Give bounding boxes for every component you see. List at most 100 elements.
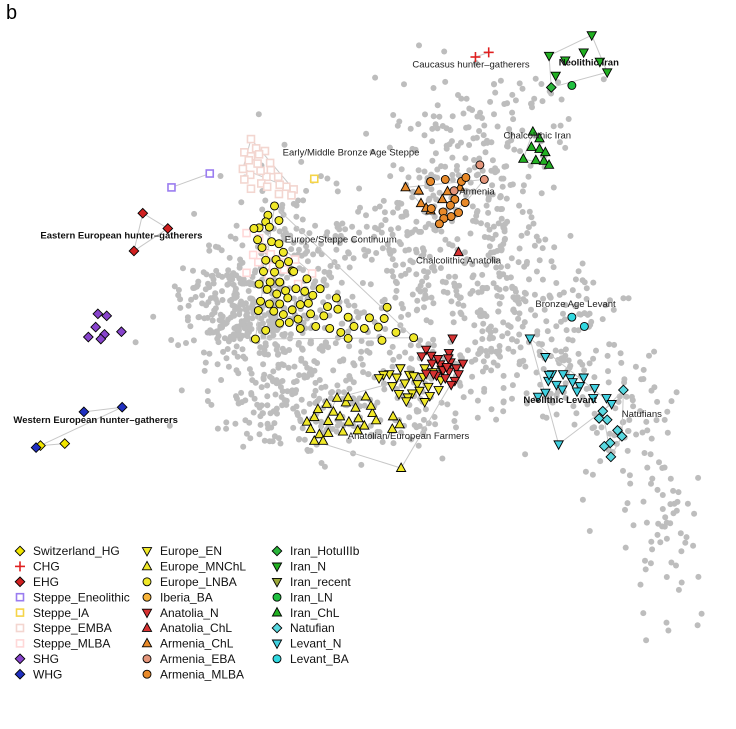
legend-item-europe-en: Europe_EN bbox=[141, 544, 222, 558]
point-steppe-eneolithic bbox=[205, 169, 215, 178]
hull-line-iran-n bbox=[551, 71, 608, 88]
point-europe-en bbox=[373, 374, 385, 385]
background-sample-dot bbox=[411, 422, 418, 429]
background-sample-dot bbox=[425, 220, 432, 227]
point-switzerland-hg bbox=[59, 438, 71, 450]
legend-label: WHG bbox=[33, 667, 62, 681]
background-sample-dot bbox=[486, 226, 493, 233]
point-europe-lnba bbox=[253, 306, 263, 315]
background-sample-dot bbox=[499, 333, 506, 340]
background-sample-dot bbox=[659, 492, 666, 498]
background-sample-dot bbox=[393, 280, 400, 287]
background-sample-dot bbox=[298, 357, 305, 364]
background-sample-dot bbox=[259, 410, 266, 417]
legend-item-steppe-emba: Steppe_EMBA bbox=[15, 621, 112, 635]
point-europe-lnba bbox=[311, 321, 321, 331]
background-sample-dot bbox=[602, 302, 609, 309]
background-sample-dot bbox=[507, 131, 514, 138]
point-europe-en bbox=[411, 380, 423, 390]
background-sample-dot bbox=[318, 384, 325, 391]
point-europe-lnba bbox=[303, 298, 313, 308]
background-sample-dot bbox=[526, 208, 533, 215]
point-steppe-emba bbox=[253, 159, 262, 168]
background-sample-dot bbox=[510, 306, 517, 313]
background-sample-dot bbox=[626, 417, 633, 423]
legend-swatch-europe-en bbox=[141, 547, 153, 557]
background-sample-dot bbox=[521, 319, 528, 326]
background-sample-dot bbox=[215, 339, 222, 346]
background-sample-dot bbox=[509, 336, 516, 343]
series-levant-n bbox=[524, 334, 617, 451]
point-europe-lnba bbox=[373, 322, 383, 332]
background-sample-dot bbox=[248, 390, 255, 396]
background-sample-dot bbox=[193, 283, 200, 290]
point-europe-mnchl bbox=[312, 403, 324, 414]
legend-swatch-anatolia-n bbox=[141, 608, 153, 619]
hull-line-iran-n bbox=[548, 34, 592, 57]
point-levant-ba bbox=[567, 312, 577, 322]
point-europe-mnchl bbox=[308, 411, 320, 421]
background-sample-dot bbox=[303, 187, 310, 194]
background-sample-dot bbox=[279, 201, 286, 208]
background-sample-dot bbox=[522, 451, 529, 458]
point-europe-lnba bbox=[261, 325, 271, 335]
background-sample-dot bbox=[507, 182, 514, 188]
background-sample-dot bbox=[429, 157, 436, 164]
background-sample-dot bbox=[150, 313, 157, 320]
legend-swatch-iran-recent bbox=[271, 577, 283, 588]
point-anatolia-n bbox=[426, 359, 438, 370]
point-europe-lnba bbox=[269, 306, 279, 316]
background-sample-dot bbox=[516, 245, 523, 252]
background-sample-dot bbox=[643, 418, 650, 425]
legend-item-steppe-eneolithic: Steppe_Eneolithic bbox=[15, 590, 130, 604]
background-sample-dot bbox=[398, 314, 405, 320]
point-europe-lnba bbox=[300, 286, 310, 296]
background-sample-dot bbox=[460, 394, 467, 401]
background-sample-dot bbox=[678, 548, 685, 555]
background-sample-dot bbox=[484, 284, 490, 291]
point-europe-lnba bbox=[259, 267, 268, 276]
hull-line-whg bbox=[35, 406, 123, 449]
background-sample-dot bbox=[355, 314, 362, 321]
background-sample-dot bbox=[236, 327, 242, 334]
background-sample-dot bbox=[229, 276, 236, 283]
background-sample-dot bbox=[238, 199, 245, 206]
legend-swatch-iran-n bbox=[271, 562, 283, 573]
point-iran-chl bbox=[530, 154, 542, 165]
background-sample-dot bbox=[538, 190, 545, 197]
background-sample-dot bbox=[262, 197, 269, 204]
background-sample-dot bbox=[337, 232, 344, 239]
legend-swatch-switzerland-hg bbox=[14, 545, 26, 557]
background-sample-dot bbox=[492, 231, 499, 238]
background-sample-dot bbox=[389, 343, 396, 350]
background-sample-dot bbox=[333, 180, 340, 187]
background-sample-dot bbox=[238, 389, 245, 396]
background-sample-dot bbox=[461, 315, 468, 322]
background-sample-dot bbox=[510, 116, 517, 123]
background-sample-dot bbox=[346, 437, 352, 444]
background-sample-dot bbox=[663, 619, 670, 626]
point-europe-lnba bbox=[264, 299, 274, 309]
background-sample-dot bbox=[406, 414, 413, 421]
background-sample-dot bbox=[644, 427, 651, 434]
background-sample-dot bbox=[184, 317, 191, 324]
background-sample-dot bbox=[480, 358, 487, 365]
background-sample-dot bbox=[298, 238, 305, 245]
background-sample-dot bbox=[434, 102, 441, 109]
background-sample-dot bbox=[548, 336, 555, 343]
background-sample-dot bbox=[396, 353, 403, 360]
background-sample-dot bbox=[168, 337, 175, 343]
background-sample-dot bbox=[236, 262, 243, 268]
point-europe-lnba bbox=[295, 300, 305, 310]
background-sample-dot bbox=[428, 171, 435, 178]
background-sample-dot bbox=[214, 425, 221, 432]
series-shg bbox=[82, 308, 127, 345]
background-sample-dot bbox=[560, 357, 567, 364]
background-sample-dot bbox=[296, 372, 303, 379]
background-sample-dot bbox=[662, 514, 669, 521]
point-europe-lnba bbox=[343, 333, 353, 343]
point-armenia-chl bbox=[436, 193, 448, 204]
background-sample-dot bbox=[270, 378, 276, 385]
point-steppe-emba bbox=[246, 184, 256, 194]
